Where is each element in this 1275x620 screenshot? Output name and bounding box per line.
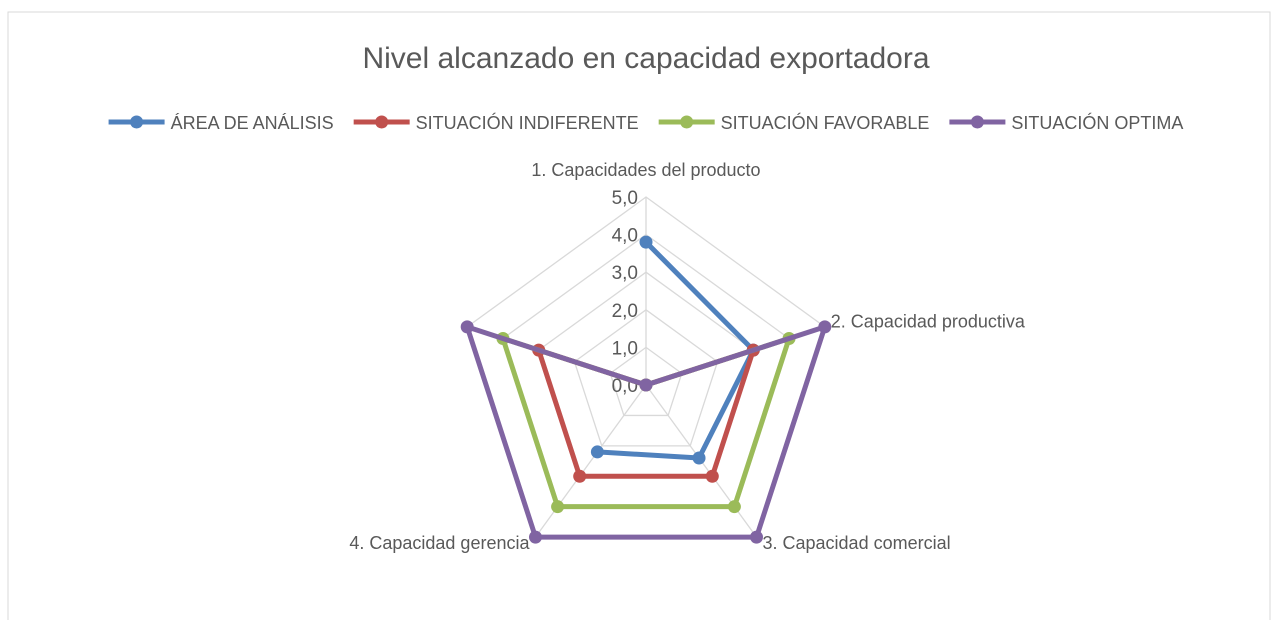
- legend-marker: [680, 115, 694, 129]
- category-label: 4. Capacidad gerencia: [349, 533, 530, 553]
- series-marker: [590, 445, 604, 459]
- y-tick-label: 1,0: [612, 338, 638, 359]
- y-tick-label: 3,0: [612, 263, 638, 284]
- legend-marker: [130, 115, 144, 129]
- chart-border: [7, 11, 1271, 620]
- series-marker: [705, 469, 719, 483]
- series-marker: [639, 378, 653, 392]
- legend-marker: [375, 115, 389, 129]
- category-label: 1. Capacidades del producto: [531, 160, 760, 180]
- category-label: 2. Capacidad productiva: [831, 312, 1026, 332]
- series-marker: [551, 500, 565, 514]
- y-tick-label: 4,0: [612, 226, 638, 247]
- series-marker: [460, 320, 474, 334]
- series-marker: [750, 530, 764, 544]
- category-label: 3. Capacidad comercial: [763, 533, 951, 553]
- series-marker: [727, 500, 741, 514]
- series-line: [464, 324, 828, 540]
- legend-label: SITUACIÓN INDIFERENTE: [416, 112, 639, 133]
- series-marker: [692, 451, 706, 465]
- chart-title: Nivel alcanzado en capacidad exportadora: [362, 42, 929, 75]
- series-marker: [573, 469, 587, 483]
- grid-line: [609, 346, 683, 417]
- y-tick-label: 5,0: [612, 188, 638, 209]
- series-marker: [639, 235, 653, 249]
- legend-label: SITUACIÓN OPTIMA: [1011, 112, 1183, 133]
- series-marker: [818, 320, 832, 334]
- legend-label: SITUACIÓN FAVORABLE: [721, 112, 930, 133]
- legend-label: ÁREA DE ANÁLISIS: [171, 113, 334, 133]
- y-tick-label: 2,0: [612, 301, 638, 322]
- series-marker: [528, 530, 542, 544]
- legend-marker: [970, 115, 984, 129]
- series-line: [597, 240, 756, 461]
- grid-line: [573, 308, 719, 447]
